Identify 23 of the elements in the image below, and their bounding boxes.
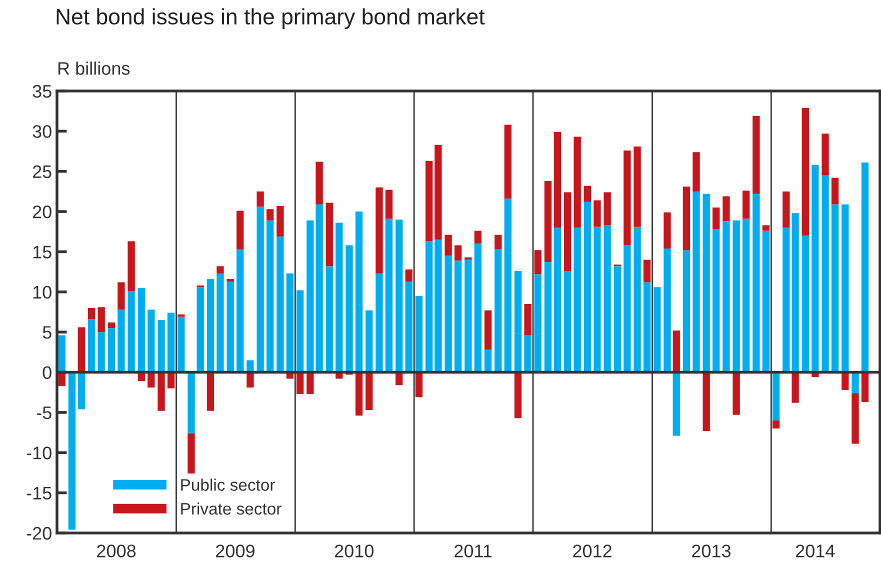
y-tick-label: -5 <box>36 406 52 420</box>
x-tick-label: 2011 <box>454 544 492 558</box>
x-tick-label: 2010 <box>334 544 374 558</box>
y-tick-label: 5 <box>42 326 52 339</box>
x-tick-label: 2009 <box>216 544 254 558</box>
y-tick-label: 15 <box>33 246 52 258</box>
y-tick-label: 35 <box>32 84 52 98</box>
y-tick-label: 0 <box>42 366 52 379</box>
y-tick-label: -10 <box>26 446 52 460</box>
legend-label: Public sector <box>181 478 275 491</box>
x-tick-label: 2008 <box>97 544 136 558</box>
x-tick-label: 2014 <box>796 544 835 558</box>
x-tick-label: 2013 <box>692 544 731 558</box>
y-tick-label: 10 <box>33 286 52 299</box>
chart-title: Net bond issues in the primary bond market <box>56 8 485 29</box>
y-tick-label: 20 <box>32 205 52 218</box>
y-tick-label: -15 <box>26 486 52 500</box>
y-tick-label: -20 <box>26 526 52 540</box>
legend-label: Private sector <box>181 502 282 515</box>
y-axis-title: R billions <box>58 62 130 75</box>
y-tick-label: 25 <box>32 165 52 178</box>
x-tick-label: 2012 <box>573 544 612 558</box>
y-tick-label: 30 <box>32 125 52 138</box>
